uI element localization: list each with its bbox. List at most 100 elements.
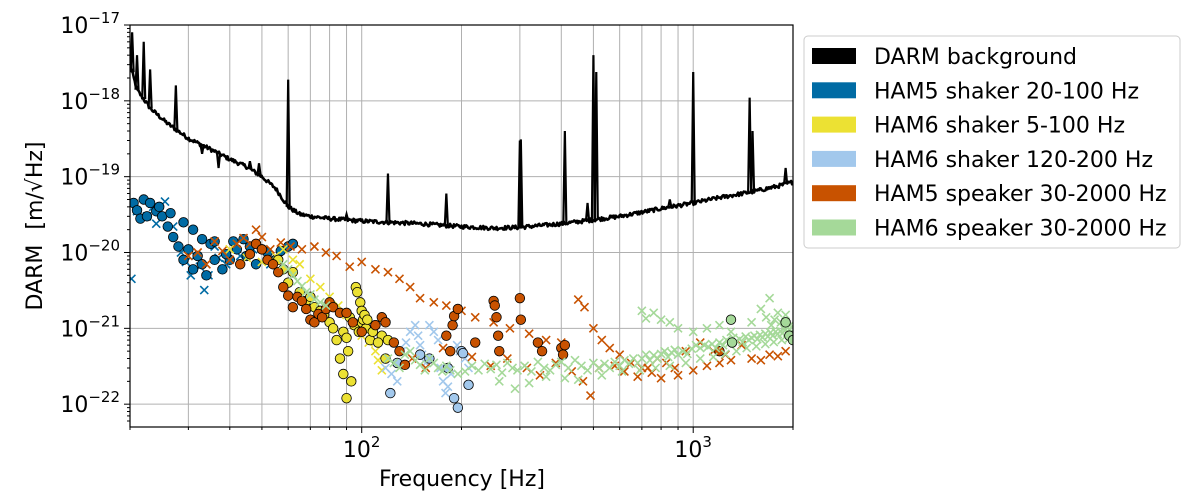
circle-point [168, 231, 179, 243]
circle-point [165, 207, 176, 219]
circle-point [287, 301, 299, 313]
circle-point [355, 297, 366, 308]
cross-point [760, 339, 770, 349]
circle-point [725, 314, 737, 325]
cross-point [512, 365, 523, 375]
circle-point [346, 376, 357, 387]
cross-point [643, 363, 653, 373]
circle-point [296, 295, 308, 307]
cross-point [297, 281, 307, 291]
darm-peak [247, 160, 253, 170]
circle-point [217, 264, 228, 275]
cross-point [526, 366, 536, 377]
y-axis-label-units: [m/√Hz] [23, 142, 48, 230]
cross-point [467, 352, 477, 362]
circle-point [338, 368, 349, 380]
cross-point [405, 282, 415, 292]
circle-point [287, 266, 299, 278]
circle-point [327, 323, 339, 334]
cross-point [151, 219, 161, 229]
darm-peak [562, 130, 568, 224]
cross-point [433, 335, 443, 345]
cross-point [470, 312, 480, 322]
cross-point [781, 346, 791, 356]
cross-point [251, 225, 261, 235]
cross-point [714, 320, 725, 330]
cross-point [405, 346, 415, 356]
cross-point [453, 369, 463, 379]
legend-label: HAM5 speaker 30-2000 Hz [874, 182, 1167, 207]
circle-point [331, 334, 342, 346]
cross-point [761, 312, 771, 322]
cross-point [421, 363, 431, 373]
circle-point [362, 314, 373, 325]
cross-point [288, 255, 298, 265]
circle-point [192, 250, 203, 262]
cross-point [429, 327, 439, 337]
ticks [124, 24, 794, 433]
darm-peak [749, 130, 756, 192]
cross-point [656, 373, 666, 383]
cross-point [305, 274, 315, 284]
legend-swatch [812, 150, 856, 167]
y-tick-label: 10−18 [60, 85, 120, 115]
circle-point [441, 330, 452, 341]
cross-point [497, 368, 507, 378]
cross-point [443, 382, 453, 392]
cross-point [217, 246, 227, 256]
x-tick-label: 102 [343, 433, 381, 463]
cross-point [747, 353, 757, 364]
darm-peak [173, 85, 179, 130]
circle-point [356, 326, 367, 338]
y-tick-label: 10−20 [60, 237, 120, 267]
darm-peak [783, 167, 789, 185]
darm-peak [518, 139, 524, 228]
cross-point [295, 259, 305, 269]
cross-point [491, 360, 502, 370]
cross-point [297, 244, 307, 254]
cross-point [711, 343, 721, 353]
legend-swatch [812, 82, 856, 99]
cross-point [695, 353, 705, 364]
cross-point [635, 365, 645, 375]
circle-point [394, 345, 405, 357]
cross-point [130, 274, 136, 284]
darm-peak [256, 163, 262, 175]
cross-point [541, 335, 551, 345]
cross-point [429, 297, 439, 307]
legend-swatch [812, 185, 856, 202]
cross-point [777, 335, 787, 345]
cross-point [345, 262, 355, 272]
cross-point [309, 294, 319, 305]
svg-text:DARM [m/√Hz]: DARM [m/√Hz] [23, 142, 48, 311]
darm-peak [385, 173, 391, 223]
cross-point [225, 255, 235, 265]
circle-point [532, 337, 544, 348]
cross-point [410, 320, 420, 330]
cross-point [321, 300, 331, 311]
cross-point [585, 390, 596, 401]
cross-point [551, 360, 561, 370]
cross-point [673, 350, 683, 360]
cross-point [773, 351, 783, 361]
circle-point [463, 379, 474, 391]
cross-point [563, 363, 573, 373]
cross-point [520, 361, 530, 371]
y-tick-label: 10−17 [60, 9, 120, 39]
circle-point [141, 211, 153, 222]
cross-point [440, 388, 451, 398]
cross-point [502, 353, 512, 364]
circle-point [452, 303, 464, 315]
circle-point [278, 281, 289, 293]
cross-point [193, 247, 203, 258]
cross-point [370, 264, 380, 274]
darm-peak [443, 193, 449, 226]
cross-point [691, 340, 701, 350]
y-tick-label: 10−21 [60, 312, 120, 342]
circle-point [173, 241, 184, 252]
cross-point [651, 363, 661, 373]
darm-peak [199, 144, 205, 155]
darm-peak [343, 209, 350, 221]
cross-point [539, 363, 549, 373]
